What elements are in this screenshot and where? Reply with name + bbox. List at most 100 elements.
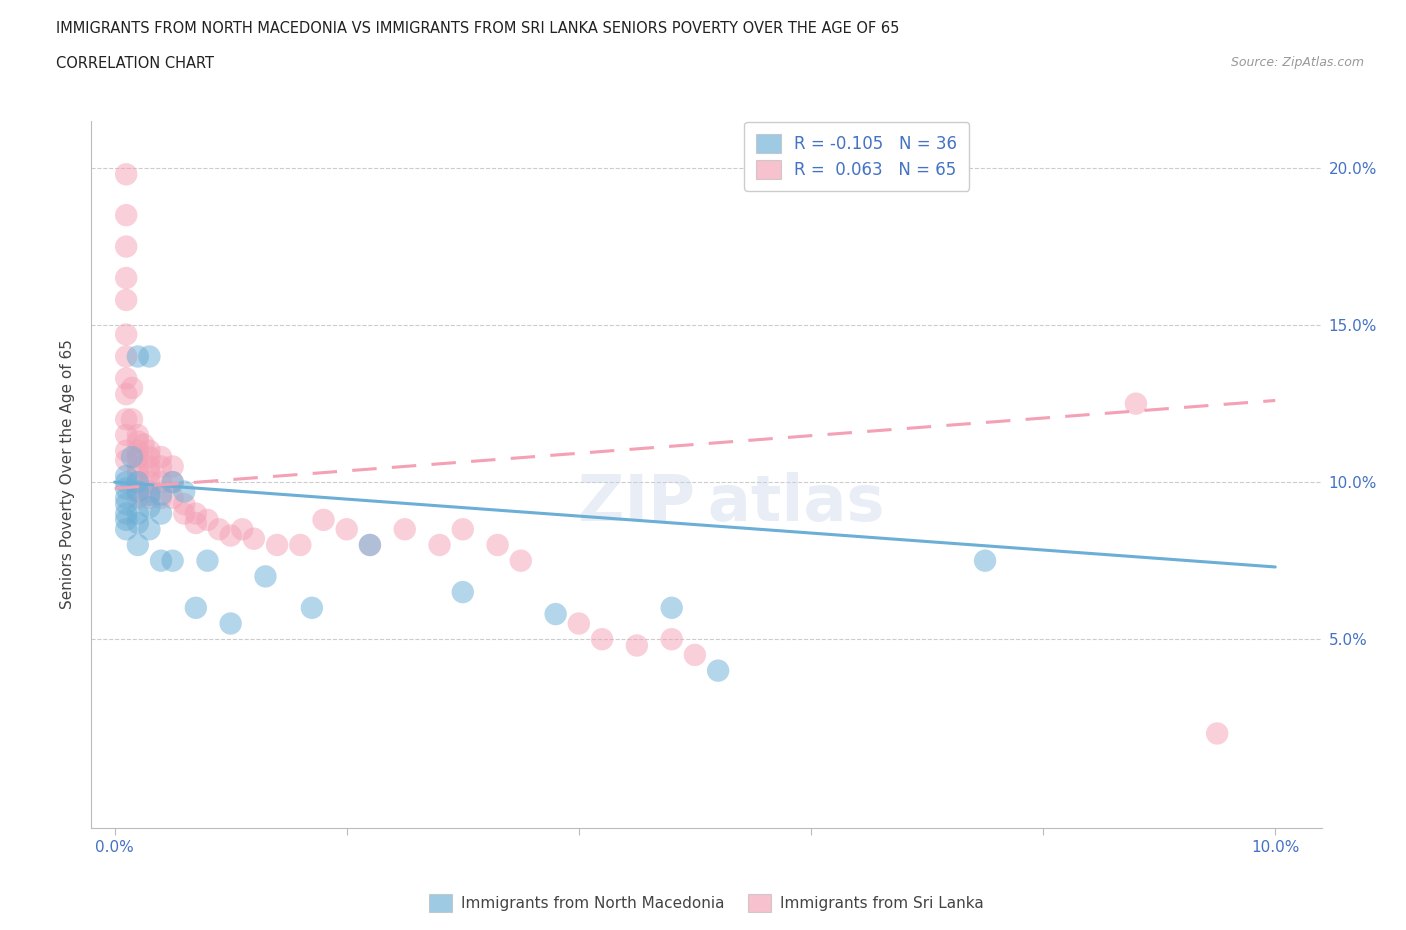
Point bbox=[127, 434, 149, 449]
Point bbox=[115, 207, 138, 222]
Point bbox=[115, 349, 138, 364]
Point bbox=[127, 465, 149, 480]
Point bbox=[127, 474, 149, 489]
Point bbox=[138, 449, 160, 464]
Point bbox=[974, 553, 997, 568]
Point bbox=[1125, 396, 1147, 411]
Point bbox=[138, 522, 160, 537]
Point bbox=[121, 380, 143, 395]
Point bbox=[115, 481, 138, 496]
Point bbox=[336, 522, 359, 537]
Point bbox=[127, 485, 149, 499]
Point bbox=[184, 506, 207, 521]
Point bbox=[115, 387, 138, 402]
Point bbox=[115, 474, 138, 489]
Point bbox=[359, 538, 381, 552]
Point bbox=[266, 538, 288, 552]
Point bbox=[219, 528, 242, 543]
Point bbox=[115, 506, 138, 521]
Point bbox=[394, 522, 416, 537]
Point bbox=[127, 474, 149, 489]
Point bbox=[150, 459, 173, 474]
Y-axis label: Seniors Poverty Over the Age of 65: Seniors Poverty Over the Age of 65 bbox=[60, 339, 76, 609]
Point bbox=[243, 531, 266, 546]
Point bbox=[162, 474, 184, 489]
Point bbox=[661, 601, 683, 616]
Point bbox=[683, 647, 706, 662]
Point bbox=[138, 490, 160, 505]
Point bbox=[115, 522, 138, 537]
Point bbox=[115, 412, 138, 427]
Point bbox=[127, 506, 149, 521]
Point bbox=[162, 474, 184, 489]
Point bbox=[150, 487, 173, 502]
Point bbox=[127, 485, 149, 499]
Point bbox=[219, 616, 242, 631]
Point bbox=[132, 437, 155, 452]
Point bbox=[138, 499, 160, 514]
Point bbox=[173, 497, 195, 512]
Text: ZIP atlas: ZIP atlas bbox=[578, 472, 884, 534]
Text: CORRELATION CHART: CORRELATION CHART bbox=[56, 56, 214, 71]
Point bbox=[707, 663, 730, 678]
Point bbox=[115, 444, 138, 458]
Point bbox=[150, 449, 173, 464]
Point bbox=[661, 631, 683, 646]
Point bbox=[150, 490, 173, 505]
Point bbox=[429, 538, 451, 552]
Point bbox=[115, 239, 138, 254]
Point bbox=[150, 553, 173, 568]
Point bbox=[127, 515, 149, 530]
Point bbox=[509, 553, 531, 568]
Point bbox=[138, 487, 160, 502]
Point bbox=[115, 428, 138, 443]
Point bbox=[150, 506, 173, 521]
Point bbox=[359, 538, 381, 552]
Point bbox=[115, 453, 138, 468]
Point bbox=[544, 606, 567, 621]
Point bbox=[127, 444, 149, 458]
Point bbox=[115, 497, 138, 512]
Point bbox=[197, 553, 219, 568]
Point bbox=[138, 459, 160, 474]
Point bbox=[121, 412, 143, 427]
Point bbox=[626, 638, 648, 653]
Point bbox=[115, 512, 138, 527]
Point bbox=[138, 485, 160, 499]
Point bbox=[138, 474, 160, 489]
Point bbox=[138, 444, 160, 458]
Point bbox=[1206, 726, 1229, 741]
Point bbox=[127, 538, 149, 552]
Point bbox=[486, 538, 509, 552]
Point bbox=[184, 601, 207, 616]
Point bbox=[208, 522, 231, 537]
Point bbox=[127, 459, 149, 474]
Text: IMMIGRANTS FROM NORTH MACEDONIA VS IMMIGRANTS FROM SRI LANKA SENIORS POVERTY OVE: IMMIGRANTS FROM NORTH MACEDONIA VS IMMIG… bbox=[56, 21, 900, 36]
Point bbox=[138, 465, 160, 480]
Point bbox=[254, 569, 277, 584]
Point bbox=[197, 512, 219, 527]
Point bbox=[451, 522, 474, 537]
Point bbox=[115, 271, 138, 286]
Point bbox=[115, 371, 138, 386]
Point bbox=[290, 538, 312, 552]
Point bbox=[162, 459, 184, 474]
Point bbox=[127, 428, 149, 443]
Point bbox=[568, 616, 591, 631]
Point bbox=[312, 512, 335, 527]
Point bbox=[184, 515, 207, 530]
Point bbox=[451, 585, 474, 600]
Point bbox=[162, 553, 184, 568]
Point bbox=[231, 522, 253, 537]
Text: Source: ZipAtlas.com: Source: ZipAtlas.com bbox=[1230, 56, 1364, 69]
Point bbox=[115, 293, 138, 308]
Point bbox=[301, 601, 323, 616]
Point bbox=[115, 166, 138, 181]
Point bbox=[150, 474, 173, 489]
Point bbox=[591, 631, 613, 646]
Point bbox=[127, 490, 149, 505]
Point bbox=[173, 485, 195, 499]
Point bbox=[173, 506, 195, 521]
Point bbox=[138, 349, 160, 364]
Point bbox=[127, 349, 149, 364]
